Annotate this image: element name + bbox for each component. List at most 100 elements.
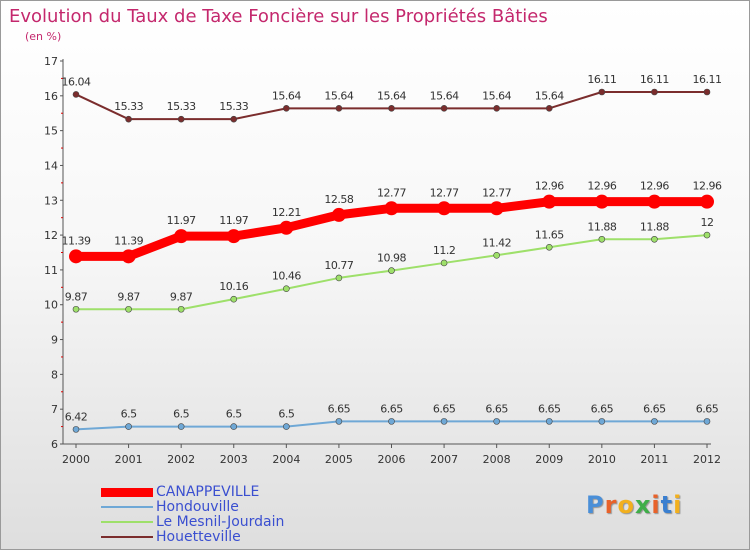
y-tick-label: 6 bbox=[51, 438, 58, 451]
x-tick-label: 2003 bbox=[220, 453, 248, 466]
data-label-houetteville: 15.64 bbox=[272, 89, 301, 102]
data-point-le-mesnil-jourdain bbox=[72, 305, 80, 313]
data-label-hondouville: 6.42 bbox=[65, 410, 88, 423]
y-tick-label: 12 bbox=[44, 229, 58, 242]
data-point-houetteville bbox=[440, 105, 448, 112]
data-point-houetteville bbox=[598, 88, 606, 96]
chart-unit-label: (en %) bbox=[25, 30, 62, 43]
data-label-houetteville: 15.33 bbox=[219, 100, 248, 113]
data-point-le-mesnil-jourdain bbox=[177, 305, 185, 313]
data-point-hondouville bbox=[230, 423, 238, 430]
data-point-houetteville bbox=[283, 105, 290, 112]
data-point-hondouville bbox=[125, 423, 132, 430]
y-tick-label: 15 bbox=[44, 125, 58, 138]
legend-label: CANAPPEVILLE bbox=[156, 484, 260, 500]
data-label-canappeville: 11.97 bbox=[167, 214, 196, 227]
chart-title: Evolution du Taux de Taxe Foncière sur l… bbox=[9, 6, 548, 27]
data-point-le-mesnil-jourdain bbox=[703, 231, 711, 239]
data-point-hondouville bbox=[440, 418, 448, 425]
data-label-houetteville: 15.64 bbox=[377, 89, 406, 102]
data-point-houetteville bbox=[125, 115, 132, 123]
data-label-hondouville: 6.5 bbox=[226, 408, 242, 421]
data-point-canappeville bbox=[331, 207, 346, 222]
data-point-houetteville bbox=[177, 115, 185, 123]
data-point-canappeville bbox=[542, 194, 557, 209]
data-label-canappeville: 11.39 bbox=[62, 234, 91, 247]
logo-letter: P bbox=[586, 491, 605, 519]
data-point-canappeville bbox=[279, 220, 294, 235]
data-label-houetteville: 15.64 bbox=[535, 89, 564, 102]
data-point-hondouville bbox=[72, 426, 80, 433]
logo-letter: r bbox=[604, 491, 618, 519]
logo-letter: i bbox=[651, 491, 661, 519]
data-point-le-mesnil-jourdain bbox=[651, 235, 658, 243]
data-label-canappeville: 11.39 bbox=[114, 234, 143, 247]
data-label-hondouville: 6.65 bbox=[591, 402, 614, 415]
data-label-hondouville: 6.65 bbox=[485, 402, 508, 415]
legend-swatch bbox=[101, 521, 153, 523]
x-tick-label: 2010 bbox=[588, 453, 616, 466]
data-label-hondouville: 6.5 bbox=[278, 408, 294, 421]
legend-label: Le Mesnil-Jourdain bbox=[156, 514, 285, 530]
logo-letter: i bbox=[673, 491, 683, 519]
data-point-hondouville bbox=[388, 418, 395, 425]
data-label-canappeville: 12.77 bbox=[377, 186, 406, 199]
legend-label: Houetteville bbox=[156, 529, 241, 545]
data-label-canappeville: 12.21 bbox=[272, 206, 301, 219]
data-label-canappeville: 12.96 bbox=[587, 180, 616, 193]
data-point-canappeville bbox=[437, 201, 452, 216]
data-label-canappeville: 12.96 bbox=[535, 180, 564, 193]
y-tick-label: 16 bbox=[44, 90, 58, 103]
data-label-hondouville: 6.65 bbox=[696, 402, 719, 415]
legend-swatch bbox=[101, 506, 153, 508]
data-label-canappeville: 12.77 bbox=[430, 186, 459, 199]
data-label-le-mesnil-jourdain: 11.88 bbox=[587, 220, 616, 233]
data-point-hondouville bbox=[598, 418, 606, 425]
data-point-canappeville bbox=[121, 249, 136, 264]
y-tick-label: 11 bbox=[44, 264, 58, 277]
data-label-le-mesnil-jourdain: 11.65 bbox=[535, 228, 564, 241]
data-point-canappeville bbox=[647, 194, 662, 209]
data-point-houetteville bbox=[493, 105, 500, 112]
x-tick-label: 2002 bbox=[167, 453, 195, 466]
data-label-houetteville: 15.64 bbox=[324, 89, 353, 102]
data-label-hondouville: 6.5 bbox=[121, 408, 137, 421]
data-point-houetteville bbox=[230, 115, 238, 123]
data-point-hondouville bbox=[493, 418, 500, 425]
data-label-houetteville: 16.11 bbox=[640, 73, 669, 86]
legend-label: Hondouville bbox=[156, 499, 239, 515]
data-point-houetteville bbox=[72, 91, 80, 98]
data-label-le-mesnil-jourdain: 9.87 bbox=[117, 290, 140, 303]
data-point-le-mesnil-jourdain bbox=[388, 267, 395, 274]
legend-swatch bbox=[101, 536, 153, 538]
x-tick-label: 2001 bbox=[115, 453, 143, 466]
data-label-houetteville: 16.11 bbox=[693, 73, 722, 86]
x-tick-label: 2011 bbox=[640, 453, 668, 466]
data-point-canappeville bbox=[489, 201, 504, 216]
data-point-canappeville bbox=[700, 194, 714, 209]
data-label-le-mesnil-jourdain: 11.42 bbox=[482, 236, 511, 249]
x-tick-label: 2012 bbox=[693, 453, 721, 466]
data-point-le-mesnil-jourdain bbox=[283, 285, 290, 293]
data-point-le-mesnil-jourdain bbox=[125, 305, 132, 313]
data-label-houetteville: 15.33 bbox=[114, 100, 143, 113]
x-tick-label: 2004 bbox=[272, 453, 300, 466]
data-point-houetteville bbox=[651, 88, 658, 96]
data-point-le-mesnil-jourdain bbox=[440, 259, 448, 267]
logo-letter: o bbox=[617, 491, 635, 519]
data-point-houetteville bbox=[703, 88, 711, 96]
legend-swatch bbox=[101, 487, 153, 497]
data-point-hondouville bbox=[283, 423, 290, 430]
logo-letter: x bbox=[634, 491, 652, 519]
data-label-canappeville: 11.97 bbox=[219, 214, 248, 227]
proxiti-logo: Proxiti bbox=[586, 491, 682, 519]
data-point-hondouville bbox=[545, 418, 553, 425]
data-label-canappeville: 12.96 bbox=[640, 180, 669, 193]
data-label-houetteville: 15.33 bbox=[167, 100, 196, 113]
x-tick-label: 2006 bbox=[378, 453, 406, 466]
data-point-le-mesnil-jourdain bbox=[598, 235, 606, 243]
data-label-hondouville: 6.65 bbox=[328, 402, 351, 415]
data-label-canappeville: 12.96 bbox=[693, 180, 722, 193]
